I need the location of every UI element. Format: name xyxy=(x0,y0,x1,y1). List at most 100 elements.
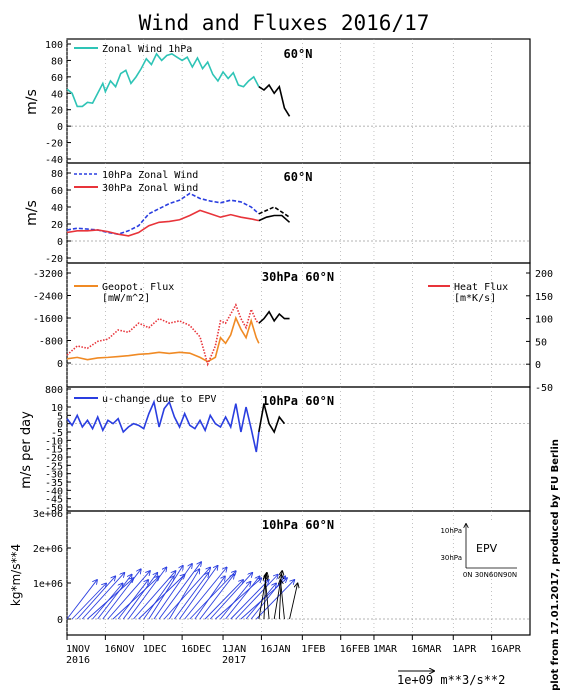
ep-flux-arrow xyxy=(138,575,185,620)
ep-flux-arrow xyxy=(122,573,157,620)
y-tick-label: -25 xyxy=(45,461,63,472)
y-tick-label: -40 xyxy=(45,486,63,497)
y-tick-label: 0 xyxy=(535,360,541,371)
panel2-ylabel: m/s xyxy=(24,200,40,226)
ep-flux-arrow xyxy=(153,564,192,620)
y-tick-label: 0 xyxy=(57,122,63,133)
panel1-legend: Zonal Wind 1hPa xyxy=(102,44,192,55)
ep-flux-arrow xyxy=(168,569,199,620)
ep-flux-arrow xyxy=(245,584,276,620)
y-tick-label: -30 xyxy=(45,470,63,481)
ep-flux-arrow xyxy=(71,584,106,620)
x-tick-label: 16APR xyxy=(491,644,522,655)
x-year-label: 2017 xyxy=(222,655,246,666)
ep-flux-arrow xyxy=(82,573,124,620)
y-tick-label: 10 xyxy=(51,403,63,414)
epv-inset-x: 0N 30N60N90N xyxy=(463,571,517,579)
panel1-ylabel: m/s xyxy=(24,89,40,115)
y-tick-label: 800 xyxy=(45,385,63,396)
ep-flux-arrow xyxy=(209,573,252,620)
ep-flux-arrow xyxy=(280,580,285,620)
y-tick-label: 200 xyxy=(535,269,553,280)
ep-flux-arrow xyxy=(143,576,174,620)
ep-flux-arrow xyxy=(265,576,270,620)
y-tick-label: -45 xyxy=(45,495,63,506)
x-tick-label: 16MAR xyxy=(411,644,442,655)
ep-flux-arrow xyxy=(225,576,260,620)
series-line-30hpa-zonal-wind xyxy=(66,209,260,237)
x-axis: 1NOV 16NOV 1DEC 16DEC 1JAN 16JAN 1FEB 16FEB 1MAR… xyxy=(66,635,522,666)
chart-title: Wind and Fluxes 2016/17 xyxy=(139,11,430,35)
series-line-observed-30hpa xyxy=(258,214,291,223)
series-line-observed xyxy=(258,83,291,117)
panel2-legend-10hpa: 10hPa Zonal Wind xyxy=(102,170,198,181)
y-tick-label: -3200 xyxy=(33,269,63,280)
panel4-label: 10hPa 60°N xyxy=(262,394,334,408)
x-tick-label: 16JAN xyxy=(260,644,290,655)
y-tick-label: 0 xyxy=(57,359,63,370)
y-tick-label: 150 xyxy=(535,292,553,303)
panel-fluxes-30hpa: -3200 -2400 -1600 -800 0 200 150 100 50 0 -50 30h… xyxy=(33,262,553,394)
series-line-geopot-flux xyxy=(66,315,260,363)
y-tick-label: -40 xyxy=(45,155,63,166)
y-tick-label: 60 xyxy=(51,186,63,197)
y-tick-label: 0 xyxy=(57,420,63,431)
scale-text: 1e+09 m**3/s**2 xyxy=(397,673,505,687)
ep-flux-arrow xyxy=(148,566,183,620)
ep-flux-arrow xyxy=(107,571,150,620)
y-tick-label: -35 xyxy=(45,478,63,489)
y-tick-label: 100 xyxy=(45,40,63,51)
y-tick-label: -50 xyxy=(45,503,63,514)
ep-flux-arrow xyxy=(204,580,243,620)
panel3-legend-heat-2: [m*K/s] xyxy=(454,293,496,304)
panel5-ylabel: kg*m/s**4 xyxy=(9,544,23,606)
panel-zonal-wind-10-30hpa: 80 60 40 20 0 -20 m/s 60°N 10hPa Zonal Wind 3… xyxy=(24,162,531,265)
y-tick-label: 20 xyxy=(51,220,63,231)
panel-zonal-wind-1hpa: 100 80 60 40 20 0 -20 -40 m/s 60°N Zonal Wind 1… xyxy=(24,38,531,166)
panel3-legend-heat-1: Heat Flux xyxy=(454,282,508,293)
y-tick-label: -10 xyxy=(45,436,63,447)
panel3-legend-geopot-2: [mW/m^2] xyxy=(102,293,150,304)
epv-inset-y-10hpa: 10hPa xyxy=(440,527,462,535)
ep-flux-arrow xyxy=(179,566,218,620)
ep-flux-arrow xyxy=(215,578,261,620)
x-tick-label: 1MAR xyxy=(373,644,398,655)
ep-flux-arrow xyxy=(66,580,97,620)
x-tick-label: 1APR xyxy=(452,644,477,655)
x-tick-label: 16NOV xyxy=(104,644,134,655)
panel-ep-flux-vectors: 3e+06 2e+06 1e+06 0 kg*m/s**4 10hPa 60°N 10… xyxy=(9,509,531,636)
scale-arrow: 1e+09 m**3/s**2 xyxy=(397,671,505,687)
y-tick-label: 40 xyxy=(51,203,63,214)
epv-inset: 10hPa 30hPa EPV 0N 30N60N90N xyxy=(440,522,520,579)
ep-flux-arrow xyxy=(163,568,210,620)
ep-flux-arrow xyxy=(235,575,278,620)
y-tick-label: -1600 xyxy=(33,314,63,325)
ep-flux-arrow xyxy=(128,568,166,620)
y-tick-label: 1e+06 xyxy=(33,579,63,590)
ep-flux-arrow xyxy=(112,576,159,620)
series-line-observed xyxy=(258,310,290,324)
y-tick-label: -20 xyxy=(45,453,63,464)
y-tick-label: 60 xyxy=(51,73,63,84)
series-line-u-change-due-to-epv xyxy=(66,399,260,453)
ep-flux-arrow xyxy=(194,576,225,620)
series-line-10hpa-zonal-wind xyxy=(66,192,260,236)
ep-flux-arrow xyxy=(92,584,123,620)
x-tick-label: 1NOV xyxy=(66,644,90,655)
y-tick-label: -5 xyxy=(51,428,63,439)
y-tick-label: 80 xyxy=(51,56,63,67)
series-line-observed xyxy=(258,403,286,434)
y-tick-label: -20 xyxy=(45,254,63,265)
ep-flux-arrow xyxy=(184,568,227,620)
epv-inset-y-30hpa: 30hPa xyxy=(440,554,462,562)
y-tick-label: 50 xyxy=(535,337,547,348)
ep-flux-arrow xyxy=(97,575,132,620)
y-tick-label: -50 xyxy=(535,383,553,394)
y-tick-label: 80 xyxy=(51,169,63,180)
ep-flux-arrow xyxy=(189,571,236,620)
x-tick-label: 1DEC xyxy=(143,644,167,655)
ep-flux-arrow xyxy=(240,578,287,620)
y-tick-label: -20 xyxy=(45,139,63,150)
